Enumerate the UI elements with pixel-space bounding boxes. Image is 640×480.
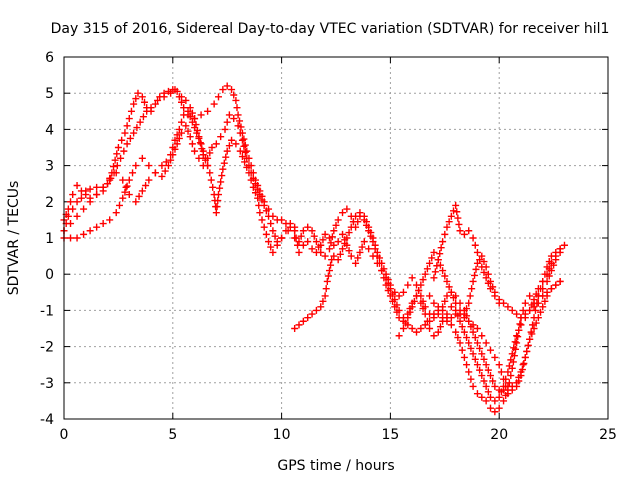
y-tick-label: -3 — [40, 376, 54, 392]
y-tick-label: -4 — [40, 412, 54, 428]
y-tick-label: 6 — [45, 50, 54, 66]
y-tick-label: 2 — [45, 195, 54, 211]
x-tick-label: 20 — [490, 427, 508, 443]
x-tick-label: 25 — [599, 427, 617, 443]
y-tick-label: 3 — [45, 159, 54, 175]
y-tick-label: 4 — [45, 122, 54, 138]
chart-title: Day 315 of 2016, Sidereal Day-to-day VTE… — [51, 21, 610, 37]
x-tick-label: 10 — [273, 427, 291, 443]
y-tick-label: -2 — [40, 340, 54, 356]
x-tick-label: 0 — [60, 427, 69, 443]
y-axis-label: SDTVAR / TECUs — [6, 181, 22, 296]
x-tick-label: 5 — [168, 427, 177, 443]
y-tick-label: 5 — [45, 86, 54, 102]
x-tick-label: 15 — [381, 427, 399, 443]
y-tick-label: 1 — [45, 231, 54, 247]
x-axis-label: GPS time / hours — [277, 458, 394, 474]
sdtvar-chart: Day 315 of 2016, Sidereal Day-to-day VTE… — [0, 0, 640, 480]
y-tick-label: 0 — [45, 267, 54, 283]
y-tick-label: -1 — [40, 303, 54, 319]
